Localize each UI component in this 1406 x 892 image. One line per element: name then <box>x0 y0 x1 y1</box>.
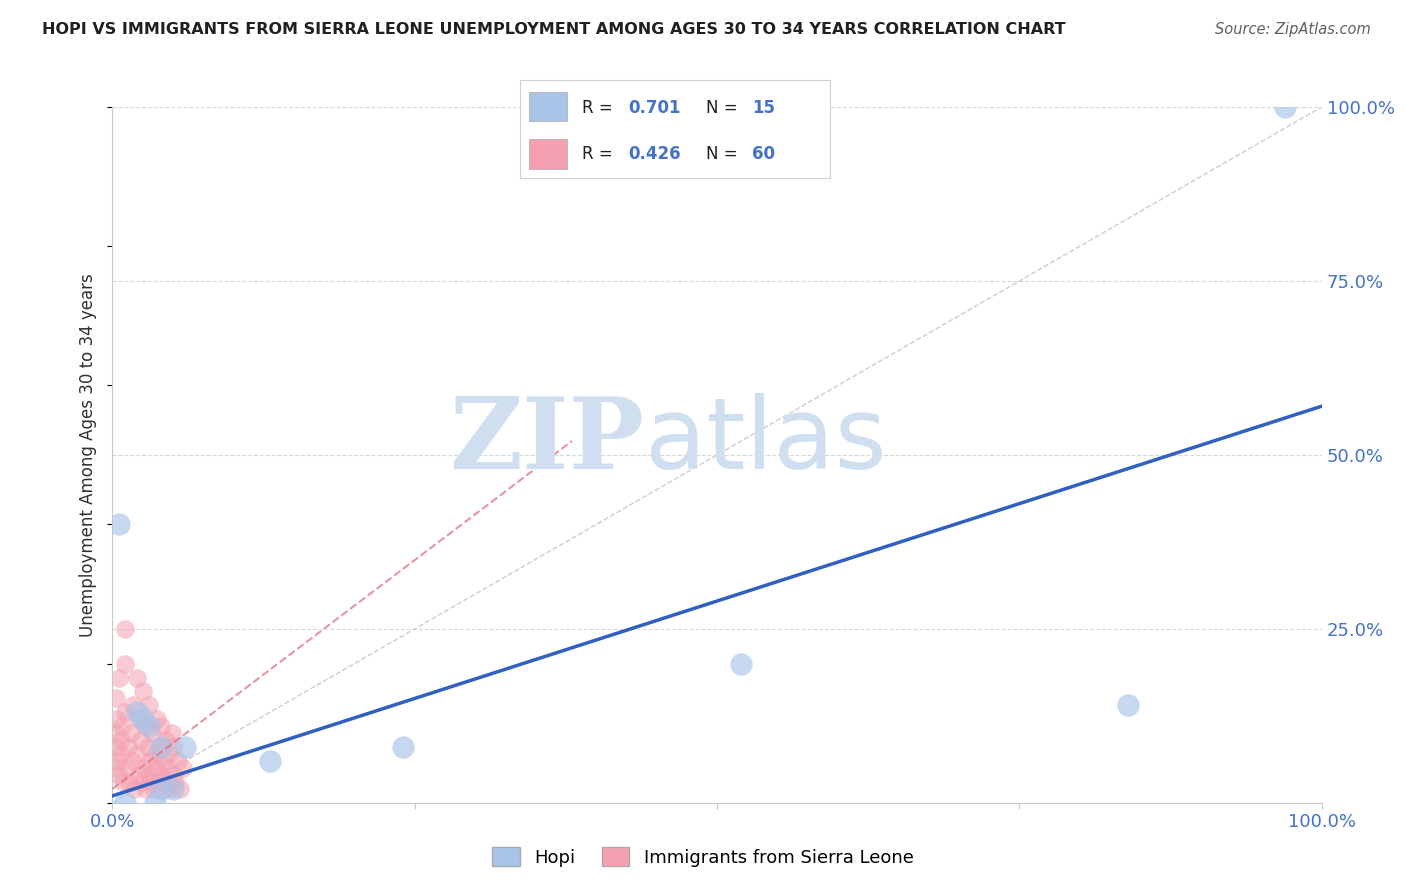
Bar <box>530 92 567 121</box>
Point <box>114 796 136 810</box>
Point <box>117 740 139 755</box>
Point <box>172 761 194 775</box>
Point <box>142 781 165 796</box>
Point <box>166 754 188 768</box>
Point <box>174 740 197 755</box>
Point <box>107 517 129 532</box>
Point <box>162 768 184 782</box>
Point <box>105 712 128 726</box>
Point <box>160 726 183 740</box>
Point <box>132 684 155 698</box>
Point <box>139 754 162 768</box>
Point <box>138 698 160 713</box>
Point <box>146 712 169 726</box>
Legend: Hopi, Immigrants from Sierra Leone: Hopi, Immigrants from Sierra Leone <box>485 840 921 874</box>
Point <box>111 719 134 733</box>
Text: 0.701: 0.701 <box>628 99 681 117</box>
Point <box>122 698 145 713</box>
Point <box>157 747 180 761</box>
Text: R =: R = <box>582 145 619 163</box>
Point <box>149 740 172 755</box>
Point <box>122 781 145 796</box>
Point <box>159 781 181 796</box>
Point <box>391 740 413 755</box>
Point <box>1116 698 1139 713</box>
Point <box>149 781 172 796</box>
Bar <box>530 139 567 169</box>
Point <box>134 719 156 733</box>
Text: N =: N = <box>706 145 742 163</box>
Point <box>112 775 135 789</box>
Text: Source: ZipAtlas.com: Source: ZipAtlas.com <box>1215 22 1371 37</box>
Point <box>165 775 187 789</box>
Text: R =: R = <box>582 99 619 117</box>
Point <box>156 761 179 775</box>
Point <box>114 657 136 671</box>
Point <box>132 712 155 726</box>
Text: ZIP: ZIP <box>450 392 644 490</box>
Text: N =: N = <box>706 99 742 117</box>
Point <box>114 706 136 720</box>
Point <box>141 775 163 789</box>
Point <box>104 761 127 775</box>
Point <box>138 768 160 782</box>
Text: atlas: atlas <box>644 392 886 490</box>
Text: 60: 60 <box>752 145 775 163</box>
Point <box>110 733 132 747</box>
Point <box>149 740 172 755</box>
Point <box>157 775 180 789</box>
Point <box>118 775 141 789</box>
Point <box>145 761 167 775</box>
Point <box>135 781 157 796</box>
Point <box>128 768 150 782</box>
Point <box>1274 100 1296 114</box>
Point <box>162 781 184 796</box>
Point <box>105 754 128 768</box>
Point <box>125 671 148 685</box>
Point <box>149 768 172 782</box>
Point <box>128 712 150 726</box>
Point <box>148 775 170 789</box>
Point <box>131 733 153 747</box>
Point <box>141 726 163 740</box>
Point <box>162 740 184 755</box>
Point <box>105 691 128 706</box>
Point <box>149 719 172 733</box>
Point <box>120 726 142 740</box>
Point <box>152 754 174 768</box>
Text: HOPI VS IMMIGRANTS FROM SIERRA LEONE UNEMPLOYMENT AMONG AGES 30 TO 34 YEARS CORR: HOPI VS IMMIGRANTS FROM SIERRA LEONE UNE… <box>42 22 1066 37</box>
Point <box>107 768 129 782</box>
Point <box>108 747 131 761</box>
Point <box>153 781 176 796</box>
Point <box>105 740 128 755</box>
Point <box>169 781 191 796</box>
Point <box>136 740 159 755</box>
Point <box>125 706 148 720</box>
Point <box>115 761 138 775</box>
Point <box>143 796 166 810</box>
Point <box>132 761 155 775</box>
Point <box>107 671 129 685</box>
Y-axis label: Unemployment Among Ages 30 to 34 years: Unemployment Among Ages 30 to 34 years <box>79 273 97 637</box>
Text: 15: 15 <box>752 99 775 117</box>
Point <box>104 726 127 740</box>
Point <box>125 747 148 761</box>
Point <box>730 657 752 671</box>
Point <box>138 719 160 733</box>
Point <box>131 775 153 789</box>
Point <box>259 754 281 768</box>
Point <box>155 733 177 747</box>
Point <box>114 622 136 636</box>
Text: 0.426: 0.426 <box>628 145 681 163</box>
Point <box>143 747 166 761</box>
Point <box>121 754 143 768</box>
